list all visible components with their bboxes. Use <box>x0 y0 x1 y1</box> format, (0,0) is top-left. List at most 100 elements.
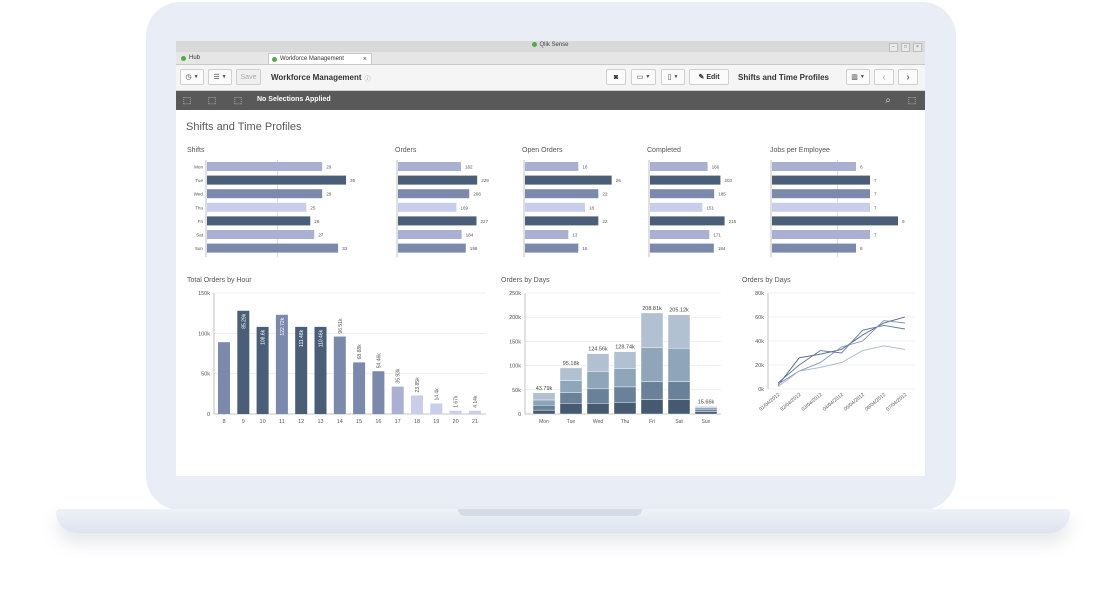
x-tick-label: 04/04/2012 <box>822 392 845 413</box>
save-button[interactable]: Save <box>236 69 261 85</box>
bar <box>650 230 710 239</box>
bar <box>650 189 715 199</box>
x-tick-label: Sat <box>675 419 683 425</box>
stack-segment <box>640 399 664 415</box>
maximize-icon[interactable]: □ <box>901 43 910 52</box>
data-label: 14.4k <box>434 388 440 401</box>
stack-segment <box>559 367 583 381</box>
x-tick-label: 14 <box>337 419 343 425</box>
bar <box>430 403 443 414</box>
bar <box>398 202 457 212</box>
sheet-title: Shifts and Time Profiles <box>186 121 302 133</box>
chevron-down-icon: ▼ <box>645 74 651 80</box>
bar <box>207 162 323 171</box>
data-label: 29 <box>326 165 332 170</box>
bar <box>772 216 898 226</box>
x-tick-label: Fri <box>649 419 655 425</box>
x-tick-label: 02/04/2012 <box>779 392 802 413</box>
data-label: 7 <box>874 192 877 197</box>
data-label: 128.74k <box>615 345 635 351</box>
search-icon[interactable]: ⌕ <box>885 95 891 106</box>
snapshot-button[interactable]: ◙ <box>606 69 626 85</box>
bar <box>391 386 404 414</box>
stack-segment <box>667 347 691 382</box>
minimize-icon[interactable]: − <box>889 43 898 52</box>
data-label: 206 <box>473 192 481 197</box>
step-forward-icon[interactable]: ⬚ <box>207 95 217 105</box>
previous-sheet-button[interactable]: ‹ <box>874 69 894 85</box>
data-label: 122.72k <box>280 317 286 335</box>
y-tick-label: 0 <box>207 412 210 418</box>
presentation-button[interactable]: ▭ ▼ <box>631 69 656 85</box>
tab-hub[interactable]: Hub <box>178 53 266 64</box>
charts-canvas: 29Mon35Tue29Wed25Thu26Fri27Sat33Sun18222… <box>194 160 915 425</box>
chart-title-orders-by-days-line: Orders by Days <box>742 277 791 284</box>
chart-title-orders-by-days-bar: Orders by Days <box>501 277 550 284</box>
sheets-button[interactable]: ▥ ▼ <box>846 69 870 85</box>
bar <box>525 175 612 185</box>
chevron-down-icon: ▼ <box>221 74 227 80</box>
global-menu-button[interactable]: ☰ ▼ <box>208 69 232 85</box>
data-label: 9 <box>902 219 905 224</box>
x-tick-label: 03/04/2012 <box>801 392 824 413</box>
tab-workforce-management[interactable]: Workforce Management × <box>268 53 372 64</box>
selection-tool-icon[interactable]: ⬚ <box>907 95 917 105</box>
y-tick-label: 50k <box>201 372 210 378</box>
navigation-button[interactable]: ◷ ▼ <box>180 69 204 85</box>
bar <box>772 175 870 185</box>
x-tick-label: 10 <box>260 419 266 425</box>
bar <box>398 243 466 253</box>
qlik-logo-icon <box>532 42 538 47</box>
y-tick-label: 150k <box>509 339 521 345</box>
selection-status: No Selections Applied <box>257 96 331 103</box>
y-tick-label: 250k <box>509 291 521 297</box>
bar <box>353 362 366 414</box>
bar <box>398 175 478 185</box>
data-label: 184 <box>466 233 474 238</box>
stack-segment <box>532 405 556 411</box>
data-label: 23.85k <box>415 377 421 393</box>
bookmark-icon: ▯ <box>667 74 672 81</box>
bar <box>772 162 856 171</box>
bar <box>218 342 230 414</box>
bar <box>525 243 579 253</box>
y-tick-label: 150k <box>198 291 210 297</box>
y-tick-label: 40k <box>755 339 764 345</box>
bar <box>650 175 721 185</box>
edit-button[interactable]: ✎ Edit <box>689 69 729 85</box>
data-label: 35 <box>350 178 356 183</box>
data-label: 27 <box>318 233 324 238</box>
bar <box>372 371 385 414</box>
step-back-icon[interactable]: ⬚ <box>182 95 192 105</box>
tick-label: Thu <box>195 205 203 210</box>
bar <box>207 202 307 212</box>
next-sheet-button[interactable]: › <box>898 69 918 85</box>
clear-selections-icon[interactable]: ⬚ <box>233 95 243 105</box>
data-label: 185 <box>718 192 726 197</box>
data-label: 33 <box>342 246 348 251</box>
close-icon[interactable]: × <box>913 43 922 52</box>
data-label: 1.67k <box>454 395 460 408</box>
stack-segment <box>640 347 664 382</box>
data-label: 110.46k <box>319 329 325 347</box>
stack-segment <box>694 411 718 415</box>
data-label: 43.79k <box>536 386 553 392</box>
tab-bar: Hub Workforce Management × <box>176 52 925 65</box>
stack-segment <box>694 407 718 410</box>
data-label: 184 <box>718 246 726 251</box>
series-line <box>777 324 906 384</box>
bookmarks-button[interactable]: ▯ ▼ <box>661 69 685 85</box>
x-tick-label: 18 <box>414 419 420 425</box>
stack-segment <box>586 353 610 372</box>
pencil-icon: ✎ <box>698 74 705 81</box>
bar <box>772 189 870 199</box>
camera-icon: ◙ <box>613 73 619 81</box>
laptop-notch <box>458 509 642 516</box>
info-icon[interactable]: ⓘ <box>364 76 371 83</box>
bar <box>525 230 569 239</box>
bar <box>398 162 461 171</box>
tab-close-icon[interactable]: × <box>362 56 367 63</box>
bar <box>468 410 481 414</box>
tick-label: Fri <box>198 219 203 224</box>
window-titlebar: Qlik Sense − □ × <box>176 41 925 52</box>
